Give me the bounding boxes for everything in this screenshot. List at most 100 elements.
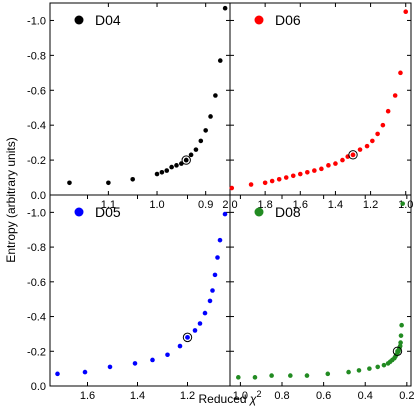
data-point (217, 237, 223, 243)
panel-frame (229, 194, 412, 387)
data-point (165, 352, 170, 358)
y-tick-label: -0.8 (27, 50, 46, 62)
data-point (385, 108, 391, 114)
legend-label: D06 (275, 12, 301, 28)
data-point (192, 328, 198, 333)
data-point (67, 180, 72, 186)
data-point (403, 9, 409, 15)
data-point (106, 180, 111, 186)
data-point (222, 5, 228, 11)
data-point (197, 321, 203, 326)
data-point (398, 333, 404, 338)
highlight-point (183, 157, 189, 163)
data-point (304, 373, 310, 378)
x-tick-label: 0.4 (358, 390, 373, 402)
x-tick-label: 1.2 (180, 390, 195, 402)
data-point (297, 171, 303, 177)
x-tick-label: 1.6 (80, 390, 95, 402)
data-point (325, 371, 331, 377)
data-point (150, 357, 155, 363)
data-point (212, 272, 218, 278)
y-axis-label: Entropy (arbitrary units) (4, 137, 18, 262)
data-point (207, 298, 213, 304)
data-point (346, 369, 351, 375)
x-tick-label: 0.6 (316, 390, 331, 402)
data-point (229, 185, 235, 191)
x-axis-label-sup: 2 (256, 389, 261, 399)
data-point (370, 138, 375, 144)
x-tick-label: 1.4 (130, 390, 145, 402)
data-point (248, 182, 254, 187)
legend-label: D04 (95, 12, 121, 28)
highlight-ring (181, 155, 191, 165)
panel-frame (49, 2, 231, 196)
y-tick-label: -0.4 (27, 120, 46, 132)
data-point (357, 147, 363, 152)
data-point (262, 180, 268, 186)
x-tick-label: 0.2 (399, 390, 414, 402)
data-point (340, 157, 345, 163)
data-point (269, 373, 274, 378)
highlight-point (395, 348, 400, 354)
panel-d04: 1.1 1.0 0.9 -1.0 -0.8 -0.6 -0.4 -0.2 0.0 D04 (27, 2, 231, 211)
data-point (333, 161, 338, 166)
x-axis-label-prefix: Reduced (199, 392, 250, 406)
x-axis-label-symbol: χ (249, 392, 257, 406)
y-tick-label: -0.8 (27, 242, 46, 254)
data-point (305, 170, 310, 175)
panel-frame (229, 2, 412, 196)
data-point (276, 176, 282, 182)
data-point (193, 147, 199, 152)
data-point (312, 168, 317, 173)
legend-marker (74, 207, 84, 217)
highlight-point (350, 152, 356, 158)
data-point (177, 343, 183, 349)
data-point (375, 364, 381, 370)
data-point (188, 152, 194, 158)
data-point (169, 164, 174, 170)
data-point (198, 138, 204, 144)
data-point (222, 211, 228, 217)
data-point (210, 288, 215, 293)
y-tick-label: -0.4 (27, 312, 46, 324)
data-point (202, 310, 208, 316)
y-tick-label: -0.6 (27, 85, 46, 97)
highlight-ring (182, 332, 193, 343)
data-point (132, 361, 138, 366)
data-point (130, 176, 136, 182)
data-point (398, 70, 403, 76)
panel-d05: 1.6 1.4 1.2 -1.0 -0.8 -0.6 -0.4 -0.2 0.0 D05 (27, 194, 231, 402)
x-tick-label: 1.0 (149, 199, 164, 211)
y-tick-label: 0.0 (31, 190, 46, 202)
data-point (283, 175, 289, 180)
data-point (400, 201, 405, 206)
x-axis-label: Reduced χ2 (199, 389, 262, 406)
y-tick-label: -0.2 (27, 155, 46, 167)
data-point (217, 58, 223, 63)
data-point (154, 171, 160, 177)
data-point (164, 168, 170, 173)
data-point (174, 163, 179, 168)
legend-marker (74, 15, 84, 25)
data-point (399, 322, 404, 328)
data-point (203, 128, 208, 133)
data-point (367, 366, 372, 371)
legend-label: D05 (95, 204, 121, 220)
data-point (326, 163, 331, 168)
data-point (215, 255, 220, 260)
data-point (392, 93, 398, 98)
data-point (398, 340, 403, 345)
data-point (208, 114, 213, 119)
x-tick-label: 1.2 (363, 199, 378, 211)
data-point (319, 166, 324, 172)
data-point (213, 93, 218, 98)
data-point (252, 375, 258, 380)
x-tick-label: 1.4 (328, 199, 343, 211)
legend-marker (254, 15, 264, 25)
highlight-ring (392, 346, 403, 356)
legend-marker (254, 207, 264, 217)
y-tick-label: 0.0 (31, 381, 46, 393)
